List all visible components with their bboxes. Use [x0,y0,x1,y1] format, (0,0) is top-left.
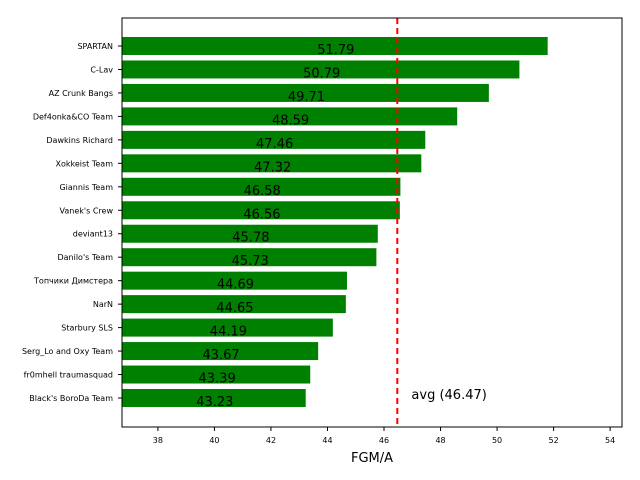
bar-value-label: 43.39 [199,372,236,387]
x-tick-label: 52 [549,436,559,445]
y-tick-label: Def4onka&CO Team [33,112,113,121]
bar-value-label: 44.69 [217,278,254,293]
y-tick-label: NarN [93,300,113,309]
y-tick-label: Serg_Lo and Oxy Team [22,347,113,356]
bar-value-label: 45.73 [232,254,269,269]
bar-value-label: 48.59 [272,113,309,128]
bar-value-label: 46.56 [243,207,280,222]
bar [122,130,426,149]
y-tick-label: Giannis Team [59,183,113,192]
x-tick-label: 46 [379,436,389,445]
y-tick-label: SPARTAN [77,42,113,51]
bar [122,365,311,384]
bar-value-label: 47.32 [254,160,291,175]
bar-value-label: 44.19 [210,325,247,340]
y-tick-label: Starbury SLS [61,324,113,333]
x-tick-label: 44 [322,436,332,445]
bar [122,177,401,196]
bar [122,37,548,55]
bar-value-label: 50.79 [303,66,340,81]
x-tick-label: 50 [492,436,502,445]
bar [122,342,319,361]
x-tick-label: 48 [435,436,445,445]
y-tick-label: fr0mhell traumasquad [24,371,113,380]
bar-value-label: 45.78 [232,231,269,246]
bar-value-label: 43.23 [196,395,233,410]
y-tick-label: C-Lav [90,65,113,74]
bar [122,271,347,290]
y-tick-label: Danilo's Team [57,253,113,262]
bar [122,201,400,220]
bar-value-label: 44.65 [216,301,253,316]
bar [122,318,333,337]
y-tick-label: AZ Crunk Bangs [49,89,113,98]
x-tick-label: 38 [153,436,163,445]
bar-value-label: 43.67 [202,348,239,363]
y-tick-label: Black's BoroDa Team [29,394,113,403]
y-tick-label: deviant13 [73,230,113,239]
bar-value-label: 51.79 [317,43,354,58]
average-label: avg (46.47) [411,388,486,403]
y-tick-label: Dawkins Richard [46,136,113,145]
y-tick-label: Vanek's Crew [60,206,114,215]
x-tick-label: 42 [266,436,276,445]
bar-value-label: 49.71 [288,90,325,105]
bar [122,154,422,173]
bar [122,295,346,314]
bar [122,224,378,243]
bar [122,389,306,407]
bar [122,107,458,126]
x-tick-label: 54 [605,436,615,445]
y-tick-label: Топчики Димстера [33,277,113,286]
bar-value-label: 47.46 [256,137,293,152]
x-axis-label: FGM/A [351,451,393,466]
bar [122,60,520,79]
plot-frame [121,17,623,428]
bar-value-label: 46.58 [244,184,281,199]
y-tick-label: Xokkeist Team [56,159,114,168]
x-tick-label: 40 [209,436,219,445]
bar [122,248,377,267]
